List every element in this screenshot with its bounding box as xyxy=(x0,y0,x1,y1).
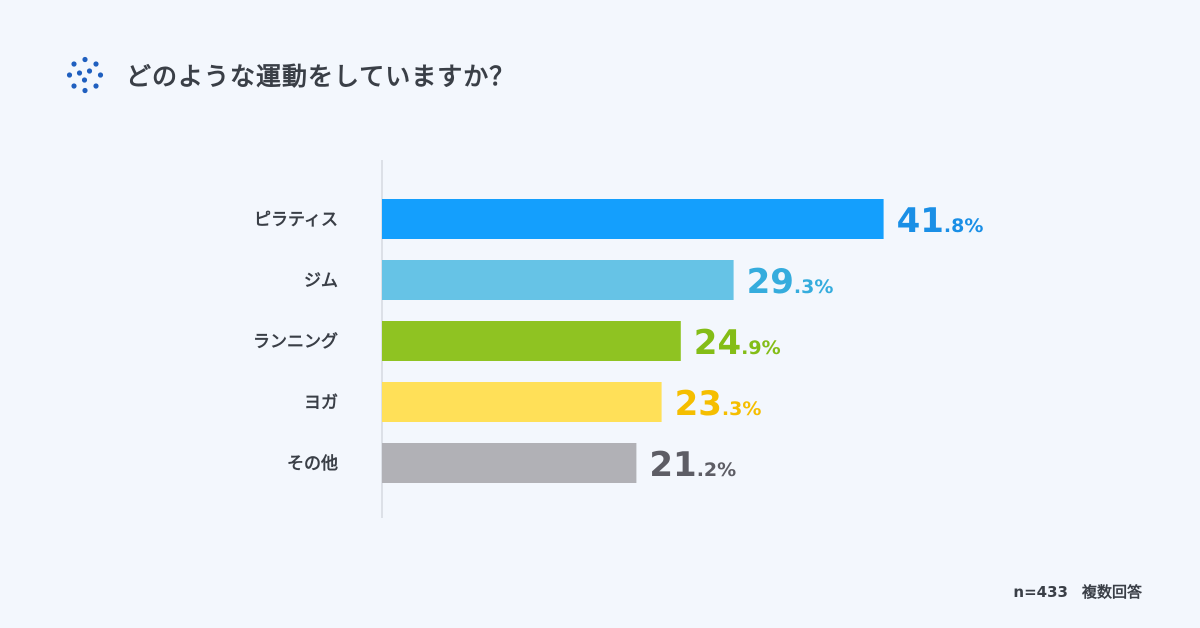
bar xyxy=(382,260,734,300)
value-label: 21.2% xyxy=(649,445,736,485)
category-label: ランニング xyxy=(253,331,338,352)
value-label: 23.3% xyxy=(675,384,762,424)
header: どのような運動をしていますか？ xyxy=(66,54,515,96)
category-label: ピラティス xyxy=(254,210,338,230)
category-label: ジム xyxy=(304,271,338,291)
value-label: 29.3% xyxy=(747,262,834,302)
sample-size: n=433 xyxy=(1013,583,1068,601)
dotted-circle-icon xyxy=(66,56,104,94)
bar xyxy=(382,382,662,422)
category-label: ヨガ xyxy=(304,393,338,413)
bar xyxy=(382,321,681,361)
bar xyxy=(382,199,884,239)
bar xyxy=(382,443,637,483)
category-label: その他 xyxy=(287,453,338,474)
footnote: n=433 複数回答 xyxy=(999,581,1142,602)
value-label: 41.8% xyxy=(897,201,984,241)
multiple-answer-note: 複数回答 xyxy=(1081,583,1142,601)
chart-title: どのような運動をしていますか？ xyxy=(126,62,516,91)
value-label: 24.9% xyxy=(694,323,781,363)
